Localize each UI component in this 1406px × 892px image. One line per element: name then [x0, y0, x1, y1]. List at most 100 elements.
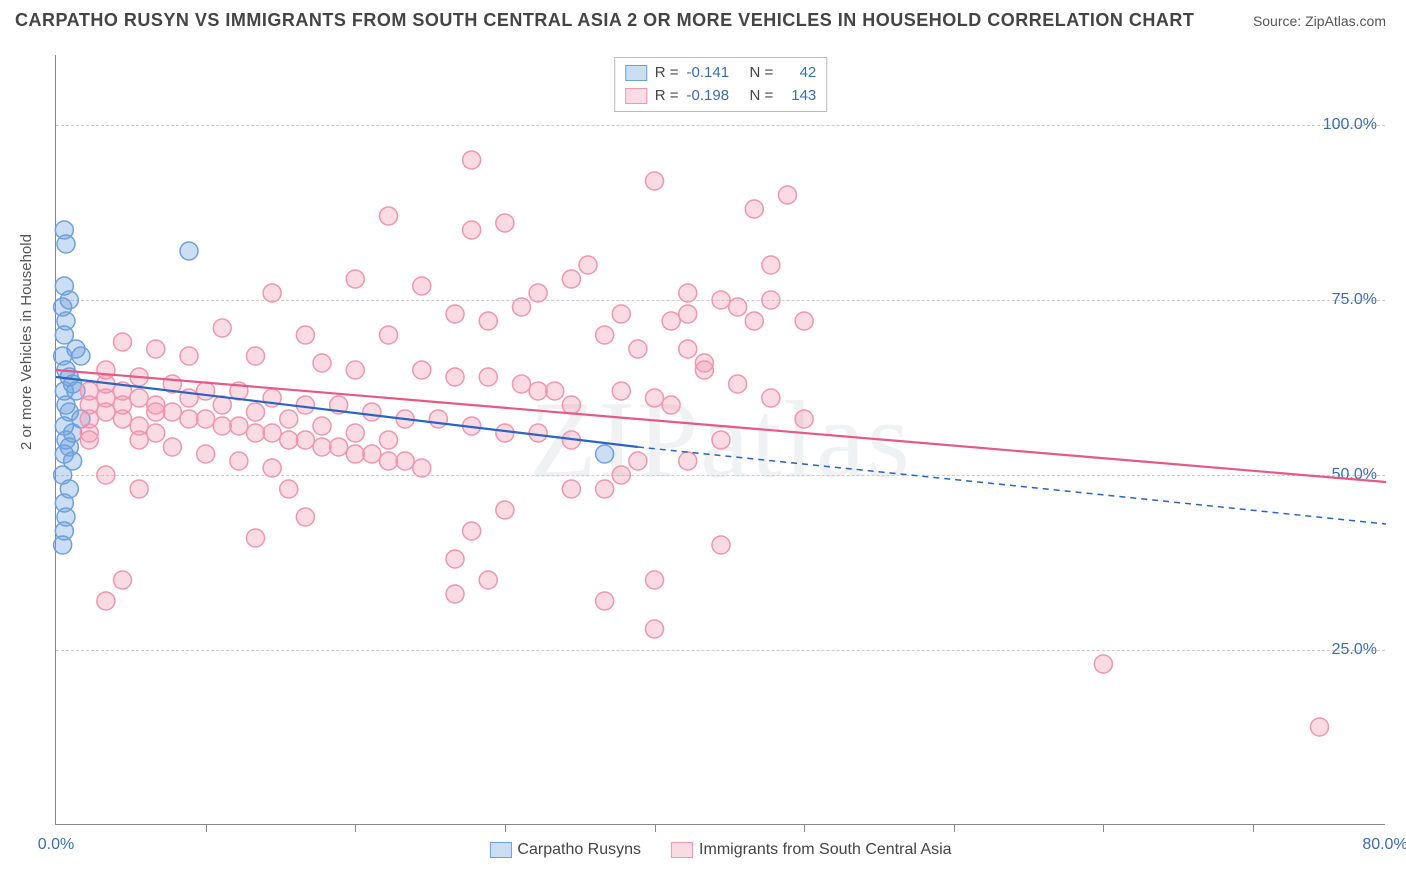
- scatter-point: [679, 340, 697, 358]
- scatter-point: [562, 480, 580, 498]
- scatter-point: [97, 466, 115, 484]
- scatter-point: [546, 382, 564, 400]
- x-tick: [355, 824, 356, 832]
- scatter-point: [147, 396, 165, 414]
- legend-item: Carpatho Rusyns: [489, 841, 641, 859]
- regression-line-extrapolated: [638, 447, 1386, 524]
- scatter-point: [646, 172, 664, 190]
- scatter-point: [446, 368, 464, 386]
- scatter-point: [80, 431, 98, 449]
- legend-r-value: -0.198: [687, 85, 742, 108]
- scatter-point: [779, 186, 797, 204]
- scatter-point: [695, 361, 713, 379]
- scatter-point: [463, 221, 481, 239]
- scatter-point: [114, 333, 132, 351]
- chart-source: Source: ZipAtlas.com: [1253, 13, 1386, 29]
- scatter-point: [529, 284, 547, 302]
- scatter-point: [230, 452, 248, 470]
- legend-row: R = -0.198 N = 143: [625, 85, 817, 108]
- scatter-point: [762, 256, 780, 274]
- scatter-point: [346, 424, 364, 442]
- y-axis-label: 2 or more Vehicles in Household: [18, 234, 35, 450]
- scatter-point: [296, 326, 314, 344]
- scatter-point: [296, 396, 314, 414]
- scatter-point: [446, 550, 464, 568]
- scatter-point: [330, 438, 348, 456]
- scatter-point: [762, 389, 780, 407]
- scatter-point: [263, 459, 281, 477]
- legend-n-label: N =: [750, 62, 774, 85]
- chart-plot-area: ZIPatlas 25.0%50.0%75.0%100.0% R = -0.14…: [55, 55, 1385, 825]
- x-axis-min-label: 0.0%: [38, 836, 74, 854]
- scatter-point: [363, 403, 381, 421]
- scatter-point: [197, 445, 215, 463]
- scatter-point: [296, 431, 314, 449]
- scatter-point: [646, 571, 664, 589]
- scatter-point: [629, 340, 647, 358]
- x-tick: [1253, 824, 1254, 832]
- scatter-point: [496, 501, 514, 519]
- legend-item: Immigrants from South Central Asia: [671, 841, 952, 859]
- scatter-point: [446, 305, 464, 323]
- scatter-point: [346, 361, 364, 379]
- legend-swatch: [625, 65, 647, 81]
- scatter-point: [679, 305, 697, 323]
- scatter-point: [596, 592, 614, 610]
- x-tick: [804, 824, 805, 832]
- legend-label: Immigrants from South Central Asia: [699, 841, 952, 858]
- scatter-point: [446, 585, 464, 603]
- legend-swatch: [489, 842, 511, 858]
- legend-r-label: R =: [655, 62, 679, 85]
- scatter-point: [612, 305, 630, 323]
- scatter-point: [313, 438, 331, 456]
- scatter-point: [346, 270, 364, 288]
- scatter-point: [413, 277, 431, 295]
- scatter-point: [712, 291, 730, 309]
- series-legend: Carpatho Rusyns Immigrants from South Cen…: [489, 841, 951, 859]
- scatter-point: [795, 410, 813, 428]
- scatter-point: [180, 410, 198, 428]
- legend-swatch: [671, 842, 693, 858]
- scatter-point: [413, 459, 431, 477]
- scatter-point: [513, 375, 531, 393]
- scatter-point: [596, 326, 614, 344]
- chart-title: CARPATHO RUSYN VS IMMIGRANTS FROM SOUTH …: [15, 10, 1194, 31]
- x-tick: [1103, 824, 1104, 832]
- legend-swatch: [625, 88, 647, 104]
- scatter-point: [679, 284, 697, 302]
- legend-r-label: R =: [655, 85, 679, 108]
- scatter-point: [346, 445, 364, 463]
- scatter-point: [380, 326, 398, 344]
- scatter-point: [463, 522, 481, 540]
- scatter-point: [496, 214, 514, 232]
- scatter-point: [247, 424, 265, 442]
- scatter-point: [1094, 655, 1112, 673]
- scatter-point: [147, 340, 165, 358]
- chart-header: CARPATHO RUSYN VS IMMIGRANTS FROM SOUTH …: [0, 0, 1406, 36]
- scatter-point: [363, 445, 381, 463]
- scatter-point: [729, 375, 747, 393]
- scatter-point: [130, 417, 148, 435]
- x-tick: [206, 824, 207, 832]
- scatter-point: [562, 270, 580, 288]
- scatter-point: [596, 445, 614, 463]
- scatter-point: [479, 312, 497, 330]
- correlation-legend: R = -0.141 N = 42 R = -0.198 N = 143: [614, 57, 828, 112]
- scatter-point: [263, 284, 281, 302]
- scatter-point: [130, 480, 148, 498]
- scatter-plot-svg: [56, 55, 1385, 824]
- scatter-point: [72, 347, 90, 365]
- scatter-point: [114, 410, 132, 428]
- scatter-point: [247, 347, 265, 365]
- scatter-point: [712, 431, 730, 449]
- scatter-point: [745, 200, 763, 218]
- scatter-point: [662, 396, 680, 414]
- scatter-point: [197, 410, 215, 428]
- scatter-point: [147, 424, 165, 442]
- scatter-point: [247, 403, 265, 421]
- scatter-point: [213, 417, 231, 435]
- scatter-point: [662, 312, 680, 330]
- scatter-point: [197, 382, 215, 400]
- scatter-point: [114, 571, 132, 589]
- scatter-point: [180, 347, 198, 365]
